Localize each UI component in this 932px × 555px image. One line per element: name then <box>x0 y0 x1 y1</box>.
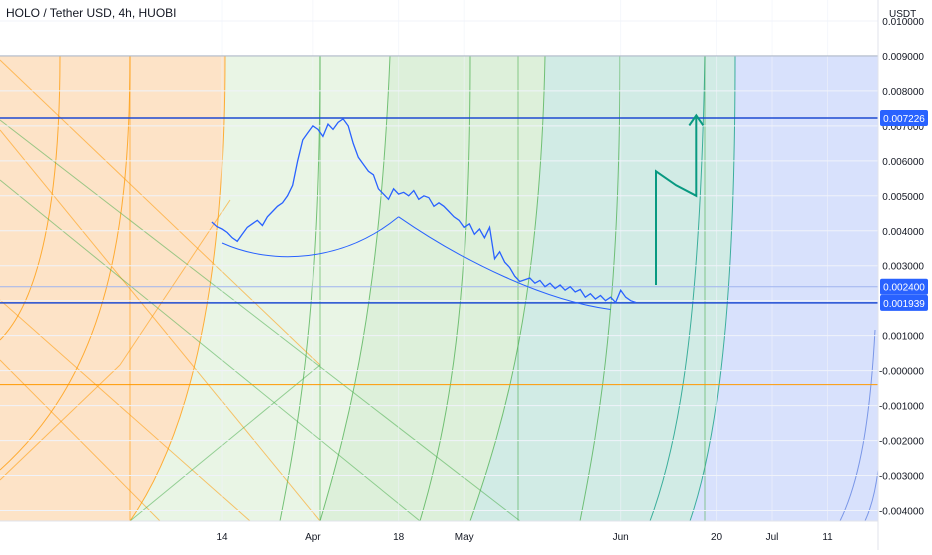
gann-arc-2 <box>0 55 131 471</box>
price-badge-label-1: 0.007226 <box>883 114 925 125</box>
y-tick-label-4: 0.007000 <box>882 122 924 133</box>
gann-fan-line-6 <box>0 59 321 366</box>
gann-fan-line-4 <box>0 179 421 521</box>
x-tick-label-1: 14 <box>216 532 228 543</box>
gann-fan-line-5 <box>0 119 521 521</box>
gann-fan-line-2 <box>0 299 251 521</box>
green-zone <box>320 55 545 521</box>
projection-arrow-head <box>688 113 705 126</box>
y-tick-label-2: 0.009000 <box>882 52 924 63</box>
projection-path <box>655 115 698 285</box>
x-tick-label-5: Jun <box>613 532 629 543</box>
x-tick-label-3: 18 <box>393 532 405 543</box>
y-axis-unit: USDT <box>889 9 916 20</box>
gann-fan-line-1 <box>0 129 321 521</box>
y-tick-label-3: 0.008000 <box>882 87 924 98</box>
gann-arc-5 <box>279 55 321 521</box>
teal-zone <box>470 55 735 521</box>
y-tick-label-8: 0.003000 <box>882 262 924 273</box>
y-tick-label-1: 0.010000 <box>882 17 924 28</box>
light-green-zone <box>130 55 390 521</box>
x-tick-label-4: May <box>455 532 474 543</box>
price-badge-1 <box>880 109 928 126</box>
x-tick-label-8: 11 <box>822 532 833 543</box>
price-badge-2 <box>880 278 928 295</box>
gann-arc-4 <box>319 55 391 521</box>
price-badge-3 <box>880 294 928 311</box>
y-tick-label-14: -0.003000 <box>879 472 924 483</box>
price-badge-label-3: 0.001939 <box>883 299 925 310</box>
pattern-arc-2 <box>398 216 611 310</box>
y-tick-label-11: -0.000000 <box>879 367 924 378</box>
price-line <box>211 118 637 304</box>
y-tick-label-7: 0.004000 <box>882 227 924 238</box>
gann-arc-3 <box>0 55 61 341</box>
price-badge-label-2: 0.002400 <box>883 283 925 294</box>
y-tick-label-6: 0.005000 <box>882 192 924 203</box>
y-tick-label-5: 0.006000 <box>882 157 924 168</box>
y-tick-label-13: -0.002000 <box>879 437 924 448</box>
pattern-arc-1 <box>221 216 399 258</box>
x-tick-label-7: Jul <box>766 532 779 543</box>
x-tick-label-6: 20 <box>711 532 723 543</box>
gann-fan-line-9 <box>119 199 231 366</box>
plot-layer <box>0 20 878 521</box>
gann-arc-9 <box>649 55 706 521</box>
y-tick-label-12: -0.001000 <box>879 402 924 413</box>
gann-fan-line-7 <box>129 364 321 521</box>
chart-title: HOLO / Tether USD, 4h, HUOBI <box>6 6 177 20</box>
y-tick-label-10: 0.001000 <box>882 332 924 343</box>
y-tick-label-15: -0.004000 <box>879 507 924 518</box>
gann-arc-11 <box>839 329 876 521</box>
x-tick-label-2: Apr <box>305 532 321 543</box>
gann-arc-7 <box>469 55 546 521</box>
gann-arc-8 <box>579 55 621 521</box>
blue-zone <box>690 55 878 521</box>
gann-arc-6 <box>419 55 471 521</box>
